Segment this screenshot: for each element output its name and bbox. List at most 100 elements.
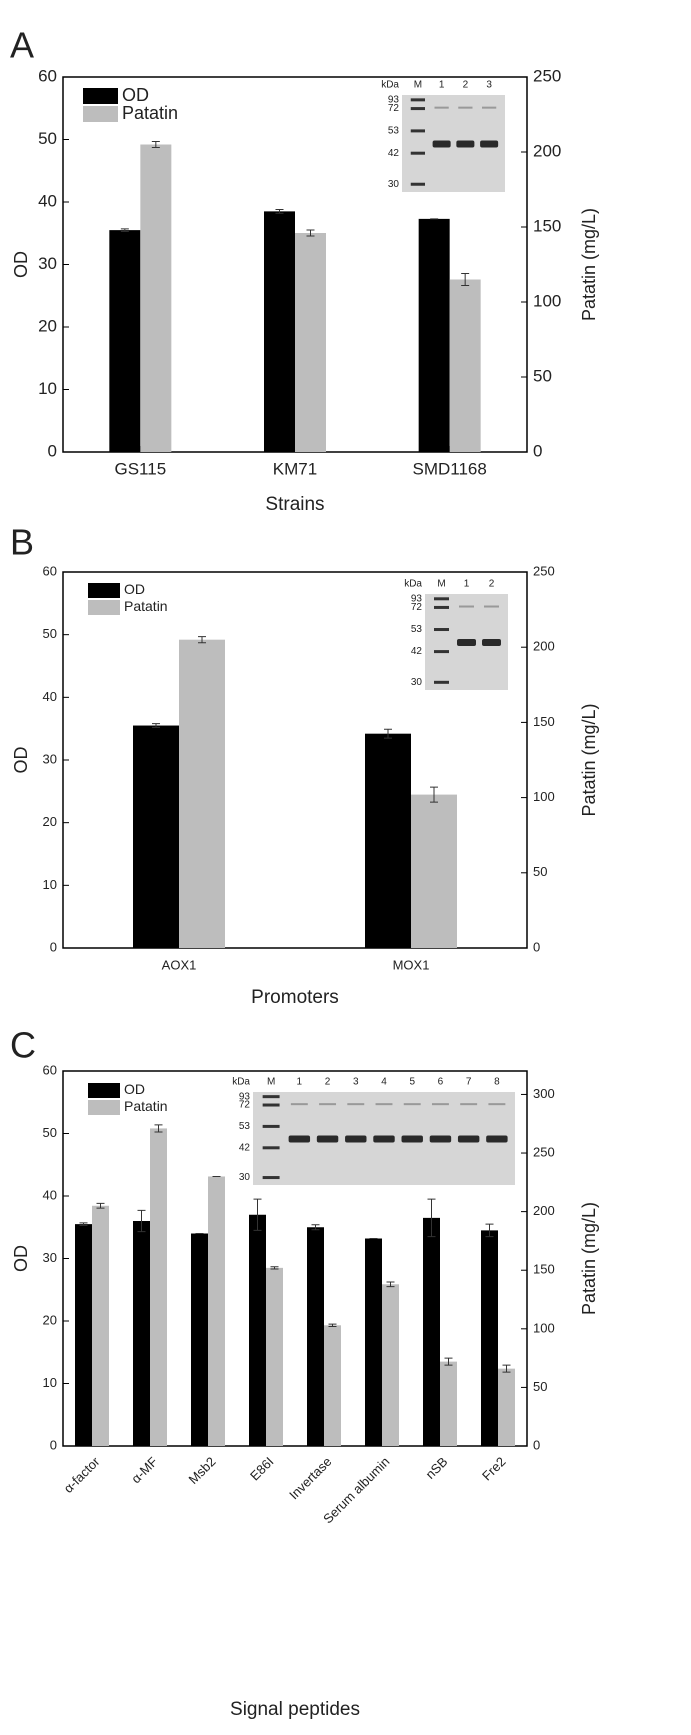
protein-band xyxy=(316,1135,339,1143)
bar xyxy=(109,230,141,452)
faint-band xyxy=(434,106,449,109)
legend-swatch xyxy=(83,106,118,122)
gel-lane-label: 4 xyxy=(381,1077,387,1088)
protein-band xyxy=(456,140,475,148)
gel-marker-label: 53 xyxy=(239,1121,251,1132)
gel-marker-label: 30 xyxy=(239,1172,251,1183)
bar xyxy=(208,1176,225,1446)
y2-tick-label: 50 xyxy=(533,864,547,879)
error-bar xyxy=(253,1198,262,1231)
marker-band xyxy=(434,605,449,609)
marker-band xyxy=(434,628,449,632)
y-tick-label: 30 xyxy=(38,254,57,273)
error-bar xyxy=(461,273,470,286)
protein-band xyxy=(429,1135,452,1143)
x-tick-label: Msb2 xyxy=(185,1454,218,1487)
x-tick-label: SMD1168 xyxy=(412,459,486,478)
gel-lane-label: 7 xyxy=(466,1077,472,1088)
x-tick-label: α-MF xyxy=(128,1454,160,1486)
y2-tick-label: 50 xyxy=(533,366,552,385)
y2-tick-label: 300 xyxy=(533,1086,555,1101)
y-axis-title: OD xyxy=(11,746,31,773)
marker-band xyxy=(262,1176,280,1180)
y2-tick-label: 200 xyxy=(533,141,561,160)
y-tick-label: 0 xyxy=(50,1437,57,1452)
bar xyxy=(481,1230,498,1446)
gel-marker-label: 30 xyxy=(388,179,400,190)
y-tick-label: 0 xyxy=(50,939,57,954)
y-tick-label: 60 xyxy=(43,1062,57,1077)
bar xyxy=(140,144,172,452)
marker-band xyxy=(262,1095,280,1099)
legend-swatch xyxy=(88,1083,120,1098)
gel-lane-label: 1 xyxy=(464,579,470,590)
faint-band xyxy=(482,106,497,109)
y2-tick-label: 200 xyxy=(533,639,555,654)
faint-band xyxy=(458,106,473,109)
y-tick-label: 50 xyxy=(38,129,57,148)
y2-tick-label: 100 xyxy=(533,789,555,804)
legend-swatch xyxy=(88,583,120,598)
gel-marker-label: 72 xyxy=(411,602,423,613)
legend-label: OD xyxy=(124,581,145,597)
protein-band xyxy=(345,1135,367,1143)
legend-swatch xyxy=(88,600,120,615)
gel-lane-label: M xyxy=(437,579,445,590)
faint-band xyxy=(290,1103,308,1106)
error-bar xyxy=(430,786,438,803)
gel-marker-label: 72 xyxy=(388,103,400,114)
gel-marker-label: 42 xyxy=(388,148,400,159)
gel-marker-label: 53 xyxy=(388,126,400,137)
y2-tick-label: 200 xyxy=(533,1203,555,1218)
bar xyxy=(266,1267,283,1446)
faint-band xyxy=(375,1103,393,1106)
y2-tick-label: 0 xyxy=(533,441,542,460)
marker-band xyxy=(410,98,425,102)
y2-tick-label: 0 xyxy=(533,939,540,954)
x-tick-label: KM71 xyxy=(273,459,317,478)
error-bar xyxy=(485,1223,494,1238)
x-axis-title: Signal peptides xyxy=(230,1699,360,1720)
gel-marker-label: 30 xyxy=(411,677,423,688)
error-bar xyxy=(270,1266,279,1270)
bar xyxy=(191,1233,208,1446)
bar xyxy=(382,1284,399,1446)
marker-band xyxy=(434,650,449,654)
error-bar xyxy=(154,1124,163,1133)
y2-tick-label: 250 xyxy=(533,563,555,578)
y2-tick-label: 150 xyxy=(533,216,561,235)
error-bar xyxy=(427,1198,436,1238)
y-tick-label: 10 xyxy=(43,1375,57,1390)
gel-marker-label: 42 xyxy=(411,646,423,657)
y-tick-label: 40 xyxy=(43,1187,57,1202)
panel-letter: A xyxy=(10,25,34,66)
y-tick-label: 50 xyxy=(43,1125,57,1140)
y-axis-title: OD xyxy=(11,251,31,278)
x-tick-label: GS115 xyxy=(114,459,166,478)
gel-marker-label: 53 xyxy=(411,624,423,635)
legend-swatch xyxy=(83,88,118,104)
error-bar xyxy=(120,228,129,232)
bar xyxy=(92,1205,109,1446)
gel-lane-label: 2 xyxy=(463,80,469,91)
bar xyxy=(133,725,179,948)
y-tick-label: 30 xyxy=(43,751,57,766)
error-bar xyxy=(79,1222,88,1226)
gel-lane-label: 3 xyxy=(353,1077,359,1088)
bar xyxy=(307,1227,324,1446)
bar xyxy=(264,211,295,452)
faint-band xyxy=(403,1103,421,1106)
y2-tick-label: 50 xyxy=(533,1379,547,1394)
y2-tick-label: 100 xyxy=(533,291,561,310)
error-bar xyxy=(328,1323,337,1327)
x-tick-label: MOX1 xyxy=(393,957,430,972)
y-tick-label: 60 xyxy=(43,563,57,578)
gel-lane-label: M xyxy=(267,1077,275,1088)
gel-unit: kDa xyxy=(381,80,399,91)
marker-band xyxy=(410,182,425,186)
legend-label: Patatin xyxy=(122,103,178,123)
faint-band xyxy=(319,1103,337,1106)
protein-band xyxy=(432,140,451,148)
y-tick-label: 60 xyxy=(38,66,57,85)
gel-lane-label: 6 xyxy=(438,1077,444,1088)
